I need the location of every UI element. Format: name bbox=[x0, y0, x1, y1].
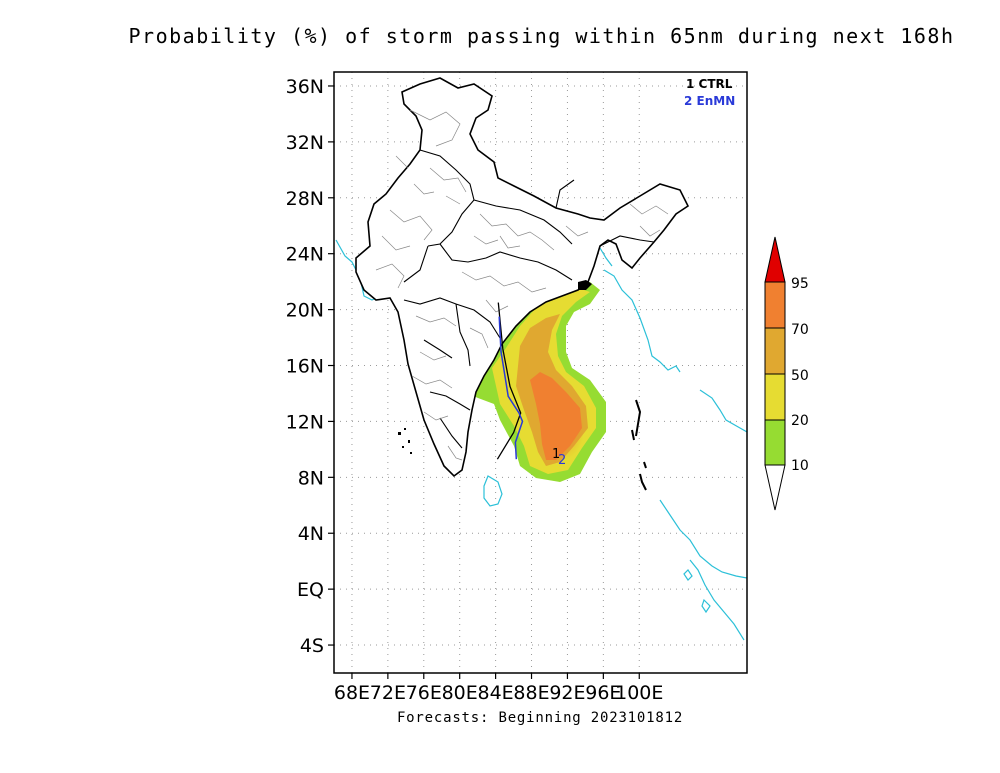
lon-tick-label: 88E bbox=[513, 682, 549, 704]
plot-frame bbox=[333, 71, 748, 674]
state-boundaries bbox=[403, 149, 655, 449]
island-b bbox=[701, 598, 711, 614]
colorbar-50-70 bbox=[764, 327, 786, 375]
district-lines bbox=[375, 109, 669, 461]
india-landmass bbox=[355, 77, 690, 491]
delta-blot bbox=[578, 280, 592, 290]
colorbar-level-label: 95 bbox=[791, 276, 809, 292]
lat-tick-label: 16N bbox=[286, 356, 324, 378]
colorbar-level-label: 10 bbox=[791, 458, 809, 474]
lon-tick-label: 68E bbox=[334, 682, 370, 704]
lat-tick-label: 32N bbox=[286, 132, 324, 154]
map-axes: 36N 32N 28N 24N 20N 16N 12N 8N 4N EQ 4S 68E 72E 76E 80… bbox=[286, 76, 664, 704]
track-legend: 1 CTRL 2 EnMN bbox=[684, 77, 735, 108]
track-legend-ctrl: 1 CTRL bbox=[686, 77, 733, 91]
track-ctrl-line bbox=[496, 302, 522, 460]
lon-tick-label: 96E bbox=[585, 682, 621, 704]
lat-tick-label: 24N bbox=[286, 244, 324, 266]
colorbar-level-label: 70 bbox=[791, 322, 809, 338]
island-a bbox=[683, 569, 693, 581]
india-outline bbox=[355, 77, 690, 478]
lat-tick-label: 36N bbox=[286, 76, 324, 98]
colorbar-below-10 bbox=[764, 464, 786, 511]
track-enmn-line bbox=[498, 316, 524, 460]
lon-tick-label: 84E bbox=[478, 682, 514, 704]
lat-tick-label: 20N bbox=[286, 300, 324, 322]
lon-tick-label: 80E bbox=[442, 682, 478, 704]
track-enmn-end-label: 2 bbox=[558, 453, 566, 468]
lat-tick-label: EQ bbox=[297, 579, 324, 601]
lat-tick-label: 4S bbox=[300, 635, 324, 657]
colorbar-above-95 bbox=[764, 236, 786, 283]
andaman-coast bbox=[699, 389, 747, 433]
sri-lanka-coast bbox=[483, 475, 503, 507]
lat-tick-label: 12N bbox=[286, 411, 324, 433]
colorbar-70-95 bbox=[764, 281, 786, 329]
lat-tick-label: 4N bbox=[298, 523, 324, 545]
colorbar-20-50 bbox=[764, 373, 786, 421]
color-bar: 10 20 50 70 95 bbox=[764, 236, 809, 511]
lat-tick-label: 28N bbox=[286, 188, 324, 210]
sumatra-coast bbox=[689, 559, 745, 641]
myanmar-coast bbox=[603, 269, 681, 373]
colorbar-level-label: 20 bbox=[791, 413, 809, 429]
track-legend-enmn: 2 EnMN bbox=[684, 94, 735, 108]
lat-tick-label: 8N bbox=[298, 467, 324, 489]
lon-tick-label: 72E bbox=[370, 682, 406, 704]
malay-coast bbox=[659, 499, 747, 579]
lon-tick-label: 100E bbox=[615, 682, 663, 704]
storm-tracks: 1 2 bbox=[496, 302, 566, 468]
probability-contours bbox=[452, 282, 606, 482]
lakshadweep-islands bbox=[398, 428, 412, 454]
track-ctrl-end-label: 1 bbox=[552, 447, 560, 462]
lon-tick-label: 92E bbox=[549, 682, 585, 704]
chart-title: Probability (%) of storm passing within … bbox=[128, 24, 955, 48]
andaman-islands bbox=[631, 399, 647, 491]
prob-hotspot bbox=[540, 400, 584, 460]
myanmar-east bbox=[599, 247, 613, 267]
colorbar-10-20 bbox=[764, 419, 786, 466]
lon-tick-label: 76E bbox=[406, 682, 442, 704]
colorbar-level-label: 50 bbox=[791, 368, 809, 384]
forecast-start-label: Forecasts: Beginning 2023101812 bbox=[396, 710, 684, 726]
